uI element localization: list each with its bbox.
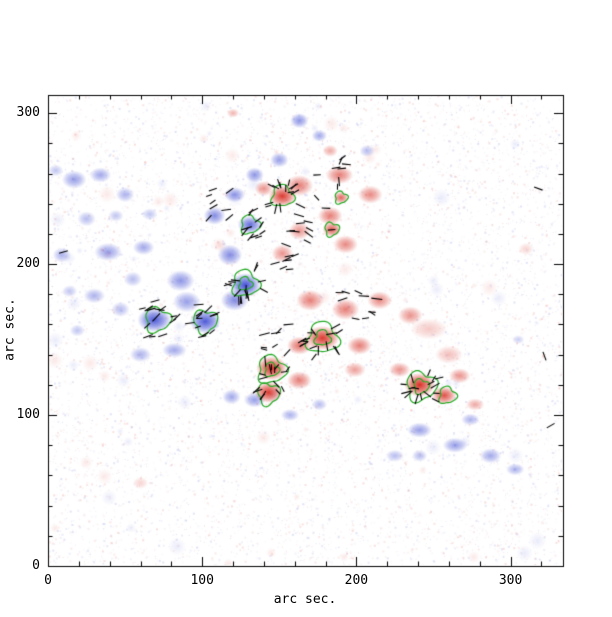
- x-tick-label: 100: [190, 573, 214, 588]
- y-tick-label: 200: [16, 256, 40, 272]
- y-tick-label: 300: [16, 105, 40, 121]
- y-tick-label: 0: [32, 558, 40, 573]
- x-tick-label: 200: [344, 573, 369, 588]
- y-tick-label: 100: [16, 407, 40, 423]
- x-tick-label: 0: [44, 573, 52, 588]
- x-axis-label: arc sec.: [273, 592, 337, 607]
- y-axis-label: arc sec.: [2, 298, 18, 361]
- x-tick-label: 300: [498, 573, 523, 588]
